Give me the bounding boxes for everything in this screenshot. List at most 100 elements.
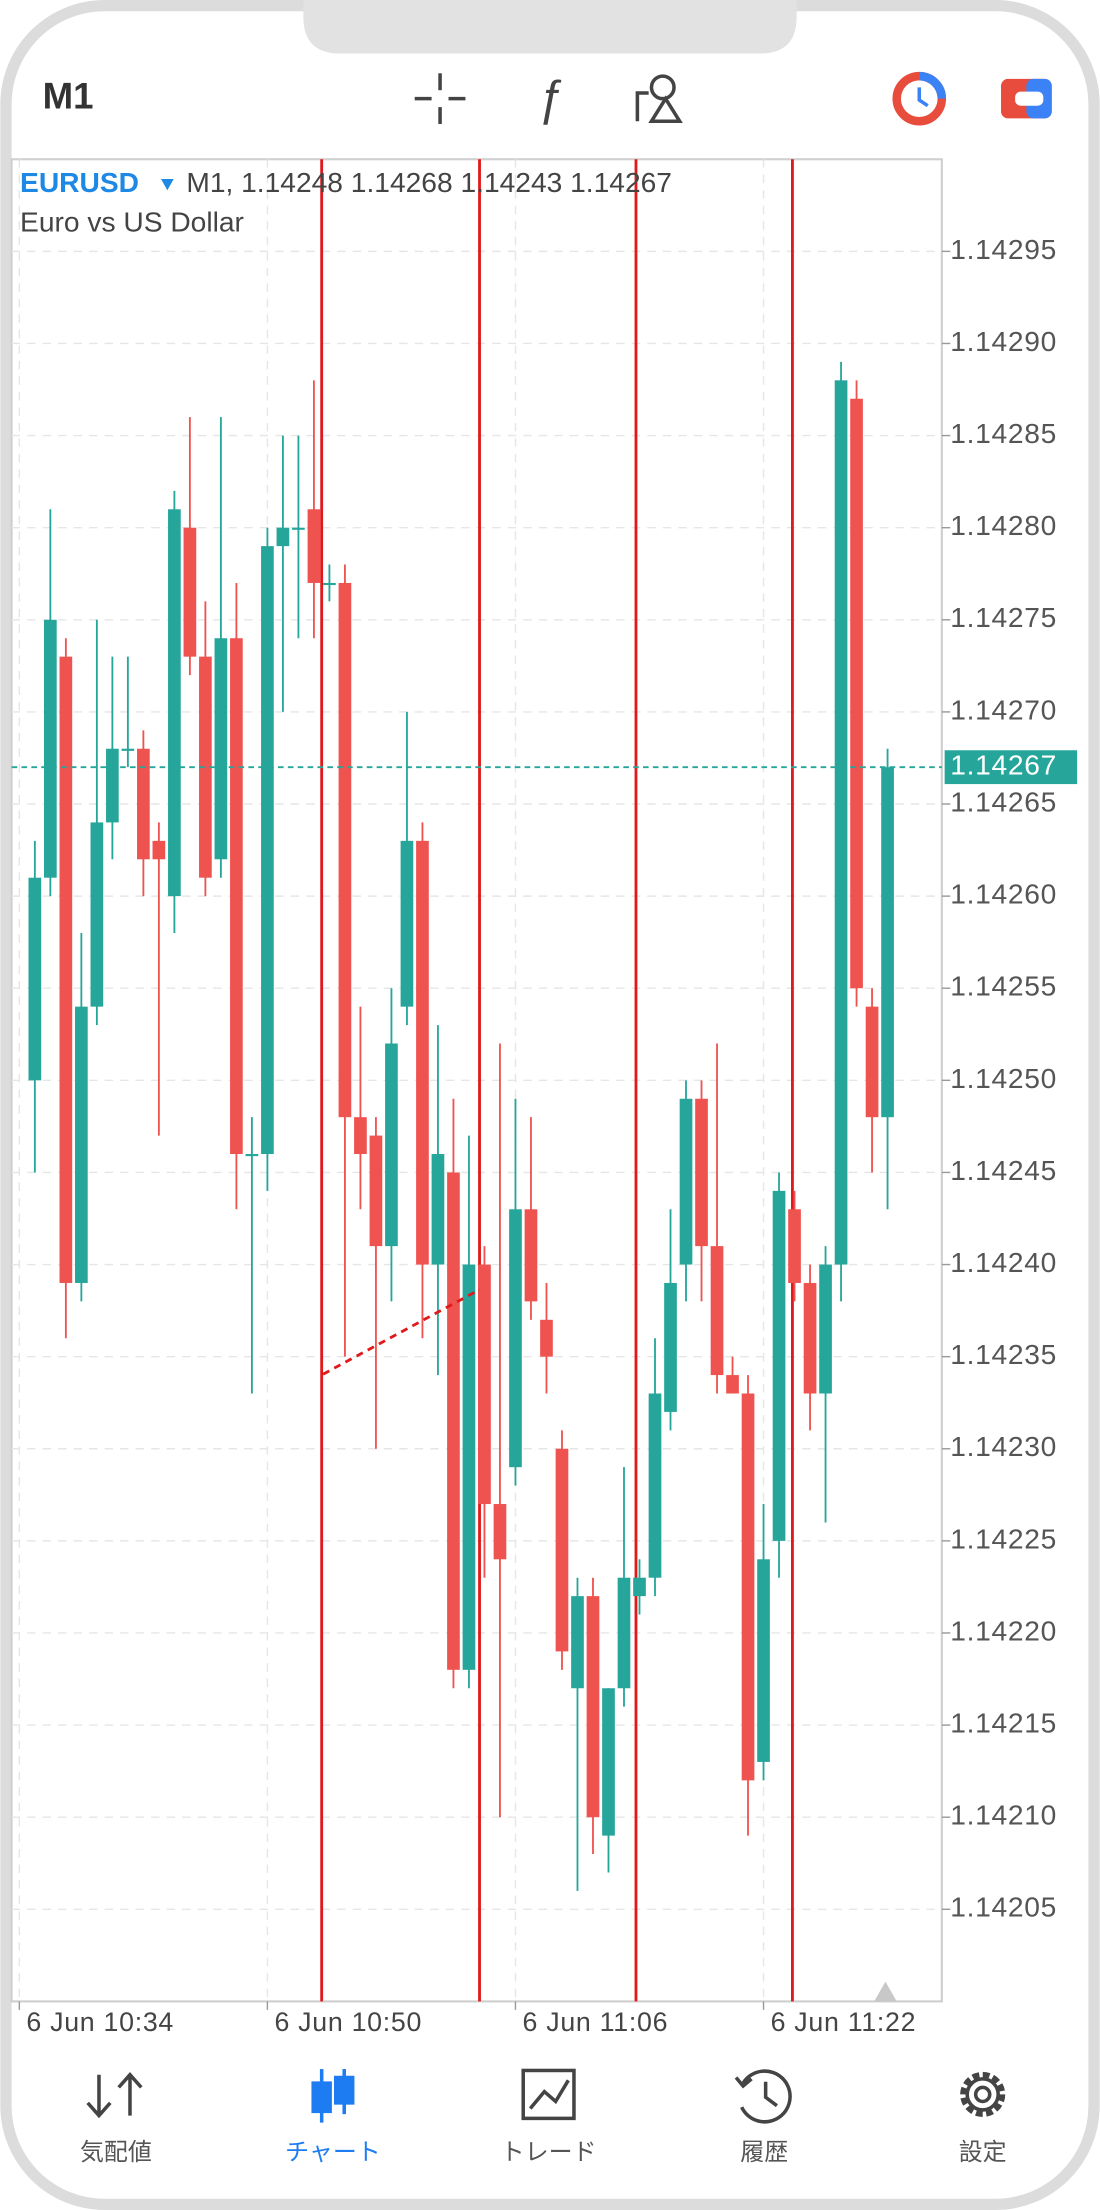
candle-body (602, 1688, 615, 1836)
y-tick-label: 1.14235 (950, 1338, 1057, 1370)
candle-body (292, 527, 305, 530)
candle-body (431, 1154, 445, 1265)
ohlc-header: M1, 1.14248 1.14268 1.14243 1.14267 (186, 166, 672, 198)
candle-body (199, 656, 212, 878)
crosshair-icon[interactable] (414, 73, 466, 125)
y-tick-label: 1.14285 (950, 417, 1057, 449)
candle-body (59, 656, 73, 1283)
last-price-badge (944, 750, 1078, 785)
y-tick-label: 1.14275 (950, 601, 1057, 633)
symbol-dropdown[interactable] (160, 178, 174, 191)
tab-quotes[interactable]: 気配値 (80, 2072, 152, 2166)
candle-body (772, 1190, 786, 1541)
candle-body (462, 1264, 476, 1670)
candle-body (509, 1209, 522, 1468)
candle-body (493, 1504, 507, 1560)
trade-icon[interactable] (1001, 78, 1052, 119)
y-tick-label: 1.14245 (950, 1154, 1057, 1186)
y-tick-label: 1.14250 (950, 1062, 1057, 1094)
candle-body (881, 767, 894, 1118)
candle-body (369, 1135, 383, 1247)
candle-body (865, 1006, 879, 1118)
y-tick-label: 1.14220 (950, 1614, 1057, 1646)
candle-body (106, 748, 119, 823)
candle-body (695, 1098, 708, 1247)
y-tick-label: 1.14240 (950, 1246, 1057, 1278)
y-tick-label: 1.14230 (950, 1430, 1057, 1462)
y-tick-label: 1.14255 (950, 970, 1057, 1002)
candle-body (617, 1577, 631, 1689)
y-tick-label: 1.14260 (950, 878, 1057, 910)
candle-body (633, 1577, 646, 1597)
axes: 1.14205 1.14210 1.14215 1.14220 1.14225 1.142… (18, 233, 1078, 2037)
candle-body (741, 1393, 755, 1781)
candle-body (400, 840, 414, 1007)
candles (11, 361, 942, 1891)
candle-body (307, 509, 321, 583)
candle-body (214, 638, 228, 860)
tab-chart[interactable]: チャート (285, 2069, 381, 2166)
candle-body (726, 1375, 739, 1394)
trend-line[interactable] (322, 1288, 481, 1376)
x-tick-label: 6 Jun 10:34 (26, 2007, 174, 2037)
x-tick-label: 6 Jun 11:06 (523, 2007, 669, 2037)
candle-body (416, 840, 429, 1265)
y-tick-label: 1.14290 (950, 325, 1057, 357)
y-tick-label: 1.14265 (950, 785, 1057, 817)
y-tick-label: 1.14205 (950, 1891, 1057, 1923)
tab-settings[interactable]: 設定 (959, 2071, 1007, 2166)
candle-body (664, 1282, 677, 1412)
candle-body (819, 1264, 832, 1394)
tab-label: トレード (501, 2139, 597, 2166)
indicator-icon[interactable]: ƒ (537, 72, 564, 125)
candle-body (354, 1117, 367, 1155)
symbol[interactable]: EURUSD (20, 166, 139, 198)
tab-trade[interactable]: トレード (501, 2068, 597, 2166)
scroll-marker[interactable] (874, 1981, 897, 2002)
candle-body (44, 619, 57, 878)
candle-body (183, 527, 197, 657)
candle-body (447, 1172, 460, 1670)
candle-body (803, 1282, 817, 1394)
candle-body (121, 748, 135, 751)
timeframe[interactable]: M1 (43, 75, 94, 116)
y-tick-label: 1.14270 (950, 693, 1057, 725)
candle-body (788, 1209, 801, 1283)
last-price-label: 1.14267 (950, 749, 1057, 781)
candle-body (586, 1596, 600, 1818)
candle-body (834, 380, 848, 1265)
period-separators (320, 159, 794, 2002)
candle-body (152, 840, 166, 860)
objects-icon[interactable] (635, 74, 683, 123)
candle-body (571, 1596, 584, 1689)
candle-body (679, 1098, 693, 1265)
tab-label: 設定 (959, 2139, 1007, 2166)
candle-body (137, 748, 150, 860)
candle-body (540, 1319, 553, 1357)
candle-body (850, 398, 863, 989)
notch (303, 0, 797, 54)
y-tick-label: 1.14215 (950, 1707, 1057, 1739)
tab-label: 気配値 (80, 2139, 152, 2166)
candle-body (710, 1246, 724, 1376)
grid (11, 159, 942, 2002)
tab-history[interactable]: 履歴 (734, 2069, 792, 2166)
symbol-description: Euro vs US Dollar (20, 206, 244, 238)
candle-body (28, 877, 42, 1081)
candle-body (261, 546, 274, 1155)
candle-body (524, 1209, 538, 1302)
tab-label: 履歴 (740, 2139, 788, 2166)
tab-label: チャート (285, 2139, 381, 2166)
candle-body (245, 1154, 259, 1157)
y-tick-label: 1.14295 (950, 233, 1057, 265)
candle-body (648, 1393, 662, 1578)
oneclick-icon[interactable] (892, 71, 947, 126)
x-tick-label: 6 Jun 10:50 (274, 2007, 422, 2037)
candle-body (555, 1448, 569, 1652)
candle-body (338, 582, 352, 1118)
candle-body (75, 1006, 88, 1283)
x-tick-label: 6 Jun 11:22 (771, 2007, 917, 2037)
